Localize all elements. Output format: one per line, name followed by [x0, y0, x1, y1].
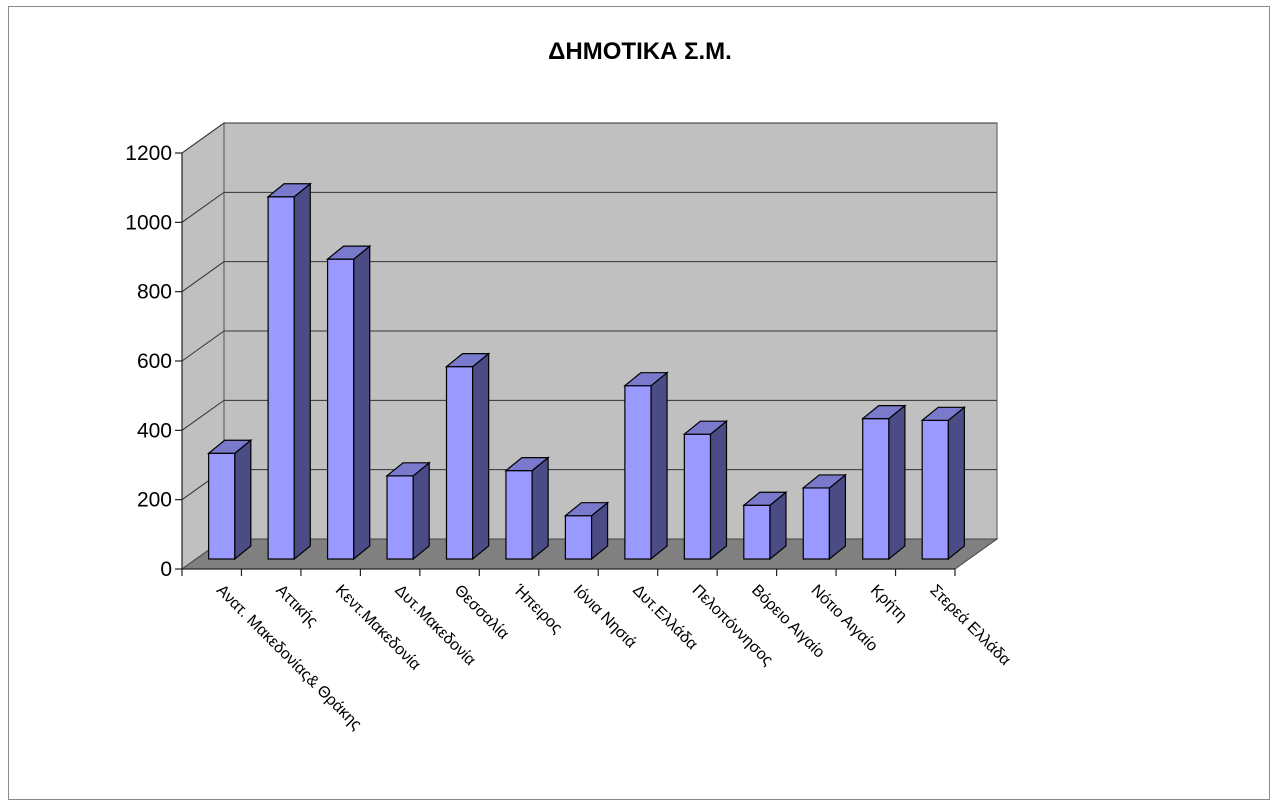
bar-front	[624, 385, 652, 560]
bar-front	[743, 504, 771, 560]
bar	[563, 501, 610, 561]
bar-top	[325, 245, 372, 260]
bar-front	[208, 452, 236, 560]
x-tick-label: Ιόνια Νησιά	[570, 582, 640, 652]
bar-front	[267, 196, 295, 560]
bar-front	[802, 487, 831, 560]
bar-top	[266, 183, 312, 198]
bar-side	[293, 182, 311, 561]
bar-top	[563, 502, 610, 517]
y-tick-label: 400	[137, 419, 172, 442]
bar-front	[564, 515, 593, 560]
y-axis: 0 200 400 600 800 1000 1200	[125, 142, 956, 581]
y-tick-label: 1000	[125, 211, 172, 234]
y-tick-label: 800	[137, 281, 172, 304]
bar	[444, 352, 491, 561]
bar-front	[445, 366, 474, 560]
bar-top	[385, 462, 431, 477]
x-tick-label: Θεσσαλία	[451, 582, 512, 643]
x-tick-label: Στερεά Ελλάδα	[926, 582, 1013, 669]
bar	[385, 461, 431, 561]
y-tick-label: 600	[137, 350, 172, 373]
bar	[682, 419, 729, 561]
gridline	[181, 191, 997, 223]
bar	[206, 439, 253, 561]
bar	[325, 244, 372, 561]
bar-side	[472, 352, 490, 561]
bar-front	[862, 418, 890, 560]
y-tick-label: 200	[137, 489, 172, 512]
bar-top	[206, 439, 253, 454]
bar	[742, 491, 788, 561]
bar-side	[531, 456, 549, 561]
bar-top	[682, 420, 729, 435]
bar-front	[326, 258, 355, 560]
bar-side	[947, 406, 965, 561]
bar	[920, 406, 967, 561]
x-tick-label: Αττικής	[272, 582, 321, 631]
bar-side	[888, 404, 906, 561]
chart-title: ΔΗΜΟΤΙΚΑ Σ.Μ.	[548, 38, 732, 65]
bar-side	[828, 473, 847, 561]
bar	[861, 404, 907, 561]
bar-front	[683, 433, 712, 560]
bar-front	[386, 475, 414, 560]
bar	[266, 182, 312, 561]
bar-side	[234, 439, 252, 561]
bar-side	[650, 371, 668, 561]
bar	[801, 473, 848, 561]
gridline	[181, 399, 997, 431]
bar-top	[444, 353, 491, 368]
y-tick-label: 0	[160, 558, 172, 581]
bar-side	[709, 419, 728, 561]
bar	[504, 456, 550, 561]
bar-top	[623, 372, 669, 387]
bar	[623, 371, 669, 561]
bar-top	[504, 457, 550, 472]
gridline	[181, 261, 997, 293]
bar-side	[412, 461, 430, 561]
gridline	[181, 122, 997, 154]
bar-front	[505, 470, 533, 560]
bar-top	[742, 491, 788, 506]
x-tick-label: Κρήτη	[867, 582, 910, 625]
bars	[206, 182, 967, 561]
x-tick-label: Ήπειρος	[510, 581, 566, 637]
bar-top	[801, 474, 848, 489]
gridline	[181, 330, 997, 362]
y-tick-label: 1200	[125, 142, 172, 165]
bar-side	[353, 244, 371, 561]
bar-top	[861, 405, 907, 420]
bar-top	[920, 406, 967, 421]
bar-front	[921, 419, 949, 560]
